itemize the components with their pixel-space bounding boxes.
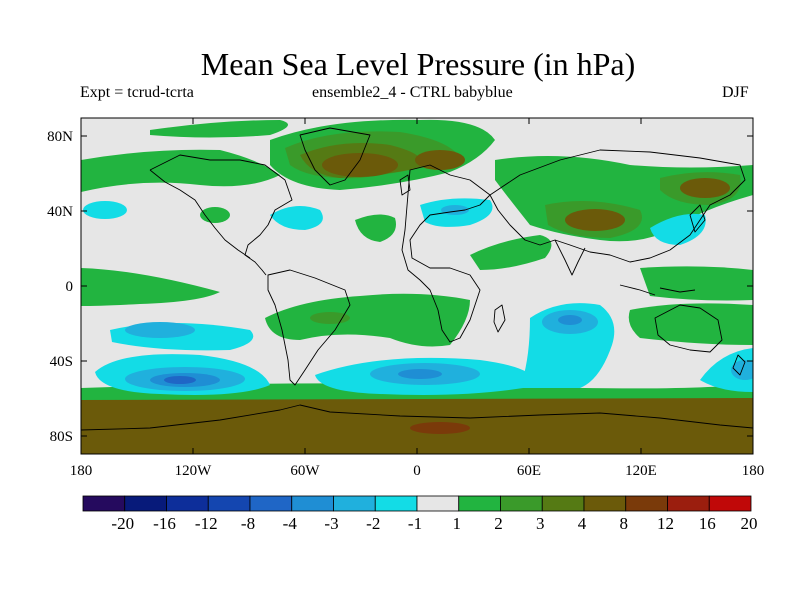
- map-title: Mean Sea Level Pressure (in hPa): [200, 46, 636, 82]
- colorbar-label: -12: [195, 514, 218, 533]
- contour-fill: [83, 201, 127, 219]
- x-tick-label: 60E: [517, 463, 541, 479]
- x-tick-label: 60W: [290, 463, 320, 479]
- contour-fill: [265, 293, 470, 347]
- axis-ticks: 180 120W 60W 0 60E 120E 180 80N 40N 0 40S 80S: [47, 118, 764, 479]
- colorbar-label: 20: [741, 514, 758, 533]
- y-tick-label: 80S: [50, 429, 73, 445]
- colorbar-label: 4: [578, 514, 587, 533]
- ensemble-label: ensemble2_4 - CTRL babyblue: [312, 84, 513, 101]
- colorbar-swatch: [374, 495, 418, 512]
- contour-fill: [310, 312, 350, 324]
- colorbar-label: -16: [153, 514, 176, 533]
- colorbar-label: -2: [366, 514, 380, 533]
- colorbar-swatch: [249, 495, 293, 512]
- contour-fill: [150, 120, 288, 138]
- colorbar-swatch: [500, 495, 543, 512]
- contour-fill: [640, 266, 753, 301]
- contour-fill: [322, 153, 398, 177]
- colorbar-swatch: [416, 495, 460, 512]
- colorbar-label: 16: [699, 514, 716, 533]
- x-tick-label: 180: [70, 463, 93, 479]
- colorbar-label: -4: [283, 514, 298, 533]
- colorbar-label: -1: [408, 514, 422, 533]
- colorbar-swatch: [82, 495, 126, 512]
- contour-fill: [565, 209, 625, 231]
- contour-fill: [81, 268, 220, 306]
- pressure-field: [81, 118, 753, 454]
- x-tick-label: 0: [413, 463, 421, 479]
- contour-fill: [628, 303, 753, 345]
- contour-fill: [398, 369, 442, 379]
- colorbar-label: 3: [536, 514, 545, 533]
- contour-fill: [558, 315, 582, 325]
- contour-fill: [125, 322, 195, 338]
- colorbar-swatch: [708, 495, 752, 512]
- colorbar-label: 2: [494, 514, 503, 533]
- season-label: DJF: [722, 84, 749, 101]
- colorbar-label: 8: [620, 514, 629, 533]
- contour-fill: [700, 348, 753, 392]
- colorbar-swatch: [625, 495, 668, 512]
- colorbar-swatch: [207, 495, 251, 512]
- coastlines: [81, 127, 753, 431]
- y-tick-label: 40S: [50, 354, 73, 370]
- x-tick-label: 120W: [175, 463, 213, 479]
- colorbar-swatch: [458, 495, 501, 512]
- contour-fill: [470, 235, 552, 270]
- colorbar-swatch: [583, 495, 627, 512]
- y-tick-label: 40N: [47, 204, 73, 220]
- colorbar-label: -20: [111, 514, 134, 533]
- x-tick-label: 180: [742, 463, 765, 479]
- x-tick-label: 120E: [625, 463, 657, 479]
- contour-fill: [270, 206, 323, 230]
- contour-fill: [200, 207, 230, 223]
- colorbar-swatch: [124, 495, 167, 512]
- colorbar-label: -3: [324, 514, 338, 533]
- y-tick-label: 0: [66, 279, 74, 295]
- contour-fill: [680, 178, 730, 198]
- contour-fill: [415, 150, 465, 170]
- contour-fill: [355, 214, 396, 242]
- colorbar-swatch: [166, 495, 209, 512]
- colorbar-swatch: [541, 495, 585, 512]
- contour-fill: [410, 422, 470, 434]
- colorbar: -20 -16 -12 -8 -4 -3 -2 -1 1 2 3 4 8 12 16 20: [82, 495, 758, 533]
- colorbar-swatch: [291, 495, 334, 512]
- colorbar-label: 1: [453, 514, 462, 533]
- colorbar-label: -8: [241, 514, 255, 533]
- y-tick-label: 80N: [47, 129, 73, 145]
- experiment-label: Expt = tcrud-tcrta: [80, 84, 194, 101]
- contour-fill: [164, 376, 196, 384]
- colorbar-swatch: [667, 495, 710, 512]
- colorbar-label: 12: [657, 514, 674, 533]
- colorbar-swatch: [333, 495, 376, 512]
